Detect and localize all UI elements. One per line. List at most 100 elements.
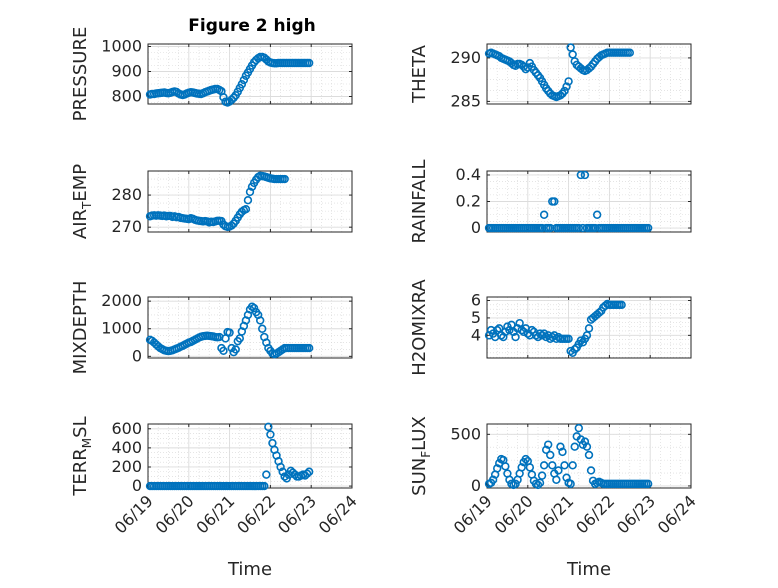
y-tick-label: 1000	[101, 37, 142, 56]
data-point	[560, 86, 569, 96]
y-tick-label: 600	[111, 419, 142, 438]
axes-box	[147, 43, 353, 105]
data-point	[527, 325, 537, 335]
data-point	[564, 334, 573, 344]
data-points	[145, 422, 314, 491]
y-tick-label: 900	[111, 62, 142, 81]
data-point	[580, 437, 590, 446]
subplot-3: 270 280 AIRTEMP	[70, 164, 353, 239]
y-tick-label: 500	[450, 424, 481, 443]
data-point	[537, 471, 547, 480]
data-point	[584, 324, 594, 333]
subplot-8: 0 500 SUNFLUX 06/1906/2006/2106/2206/2306/2…	[409, 416, 700, 580]
data-point	[304, 467, 314, 476]
data-point	[546, 450, 555, 460]
data-point	[219, 346, 228, 356]
data-point	[617, 300, 626, 310]
y-axis-label-subscript: T	[80, 201, 94, 210]
y-tick-label: 280	[111, 185, 142, 204]
data-point	[550, 197, 559, 206]
data-point	[566, 346, 575, 356]
axes-box	[486, 296, 692, 359]
data-point	[525, 463, 535, 472]
data-point	[568, 50, 577, 59]
data-point	[231, 345, 240, 354]
x-tick-label: 06/21	[192, 491, 238, 537]
data-point	[499, 332, 508, 342]
data-point	[501, 462, 510, 471]
y-axis-label-subscript: M	[80, 438, 94, 448]
data-points	[145, 171, 289, 232]
data-point	[256, 316, 265, 325]
subplot-4: 0 0.2 0.4 RAINFALL	[409, 160, 692, 243]
data-point	[517, 325, 526, 335]
y-axis-label-main: PRESSURE	[70, 27, 91, 122]
data-point	[574, 223, 583, 233]
data-point	[225, 328, 234, 337]
data-points	[484, 423, 653, 490]
data-point	[568, 461, 577, 470]
data-point	[241, 205, 251, 214]
x-tick-label: 06/21	[531, 491, 577, 537]
data-point	[260, 481, 269, 491]
data-point	[556, 442, 565, 451]
data-point	[304, 343, 314, 353]
data-point	[539, 461, 549, 470]
data-point	[558, 447, 567, 457]
data-point	[560, 461, 569, 470]
data-point	[592, 210, 602, 219]
data-point	[521, 454, 530, 464]
data-point	[584, 450, 594, 460]
y-axis-label-main: SUN	[409, 458, 430, 496]
y-tick-label: 0	[471, 476, 481, 495]
axes-box	[486, 43, 692, 105]
data-point	[493, 325, 502, 335]
data-point	[302, 469, 312, 478]
data-point	[554, 466, 563, 475]
data-point	[505, 475, 514, 484]
data-point	[513, 324, 522, 333]
data-point	[586, 466, 596, 475]
data-point	[576, 435, 586, 444]
y-axis-label: PRESSURE	[70, 27, 91, 122]
data-point	[643, 479, 653, 489]
data-point	[594, 308, 604, 317]
axes-box	[147, 296, 353, 359]
data-point	[505, 325, 514, 335]
subplot-7: 0200400600TERRMSL06/1906/2006/2106/2206/…	[70, 416, 361, 580]
data-point	[264, 422, 273, 432]
data-point	[227, 95, 236, 104]
data-point	[276, 462, 285, 472]
x-tick-label: 06/24	[315, 491, 361, 537]
data-point	[562, 473, 571, 482]
y-axis-label-main: MIXDEPTH	[70, 281, 91, 375]
data-point	[245, 187, 255, 197]
figure-title: Figure 2 high	[188, 16, 316, 36]
y-axis-label-rest: EMP	[70, 164, 91, 202]
y-axis-label: H2OMIXRA	[409, 279, 430, 376]
x-tick-label: 06/19	[111, 491, 157, 537]
subplot-2: 285 290 THETA	[409, 43, 692, 110]
y-axis-label-main: TERR	[70, 448, 91, 496]
y-tick-label: 0.4	[456, 165, 481, 184]
data-point	[574, 423, 583, 433]
y-axis-label: MIXDEPTH	[70, 281, 91, 375]
y-tick-label: 285	[450, 91, 481, 110]
y-tick-label: 400	[111, 438, 142, 457]
x-tick-label: 06/22	[572, 491, 618, 537]
x-axis-label: Time	[566, 559, 611, 580]
data-point	[239, 75, 249, 85]
y-axis-label-main: AIR	[70, 209, 91, 239]
data-point	[582, 442, 592, 451]
x-tick-label: 06/19	[450, 491, 496, 537]
data-points	[484, 170, 653, 233]
data-point	[493, 464, 502, 473]
axes-box	[486, 423, 692, 489]
subplot-5: 0 1000 2000 MIXDEPTH	[70, 281, 353, 375]
data-point	[576, 170, 586, 180]
y-tick-label: 0	[132, 476, 142, 495]
y-axis-label-main: THETA	[409, 44, 430, 104]
data-point	[643, 223, 653, 233]
